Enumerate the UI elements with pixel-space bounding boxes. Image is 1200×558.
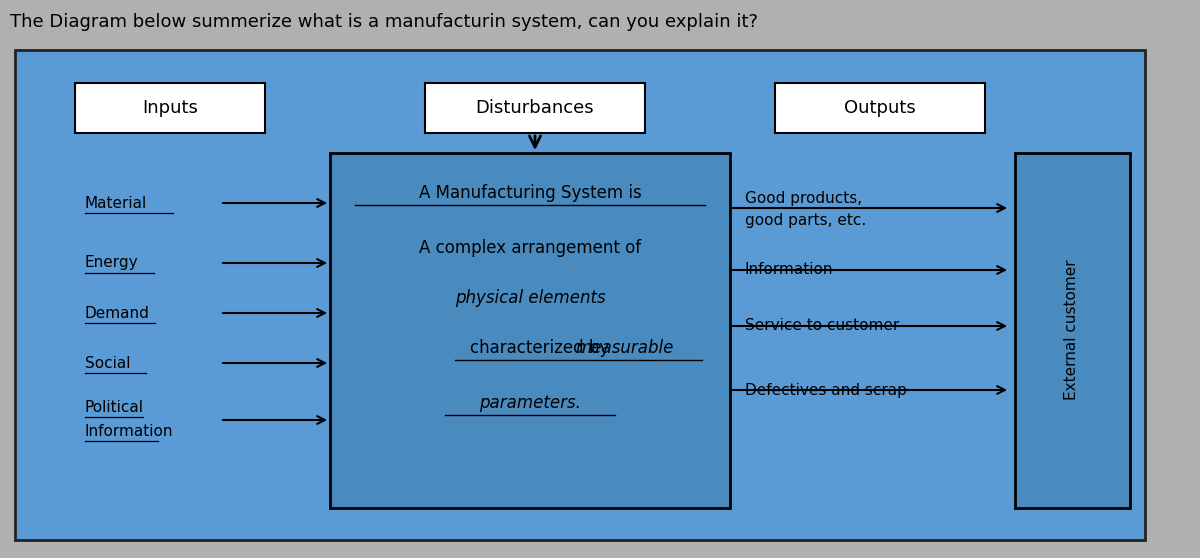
Text: Information: Information <box>745 262 834 277</box>
Text: characterized by: characterized by <box>470 339 614 357</box>
Text: Outputs: Outputs <box>844 99 916 117</box>
FancyBboxPatch shape <box>1015 153 1130 508</box>
FancyBboxPatch shape <box>425 83 646 133</box>
FancyBboxPatch shape <box>14 50 1145 540</box>
Text: The Diagram below summerize what is a manufacturin system, can you explain it?: The Diagram below summerize what is a ma… <box>10 13 758 31</box>
Text: Political: Political <box>85 401 144 416</box>
Text: physical elements: physical elements <box>455 289 605 307</box>
Text: Disturbances: Disturbances <box>475 99 594 117</box>
Text: Good products,: Good products, <box>745 190 862 205</box>
Text: Information: Information <box>85 425 174 440</box>
Text: Demand: Demand <box>85 305 150 320</box>
FancyBboxPatch shape <box>775 83 985 133</box>
Text: Material: Material <box>85 195 148 210</box>
Text: good parts, etc.: good parts, etc. <box>745 213 866 228</box>
Text: measurable: measurable <box>576 339 674 357</box>
Text: A complex arrangement of: A complex arrangement of <box>419 239 641 257</box>
Text: External customer: External customer <box>1064 259 1080 400</box>
Text: A Manufacturing System is: A Manufacturing System is <box>419 184 641 202</box>
Text: Inputs: Inputs <box>142 99 198 117</box>
Text: parameters.: parameters. <box>479 394 581 412</box>
Text: Social: Social <box>85 355 131 371</box>
Text: Defectives and scrap: Defectives and scrap <box>745 382 907 397</box>
Text: Service to customer: Service to customer <box>745 319 899 334</box>
FancyBboxPatch shape <box>330 153 730 508</box>
Text: Energy: Energy <box>85 256 139 271</box>
FancyBboxPatch shape <box>74 83 265 133</box>
